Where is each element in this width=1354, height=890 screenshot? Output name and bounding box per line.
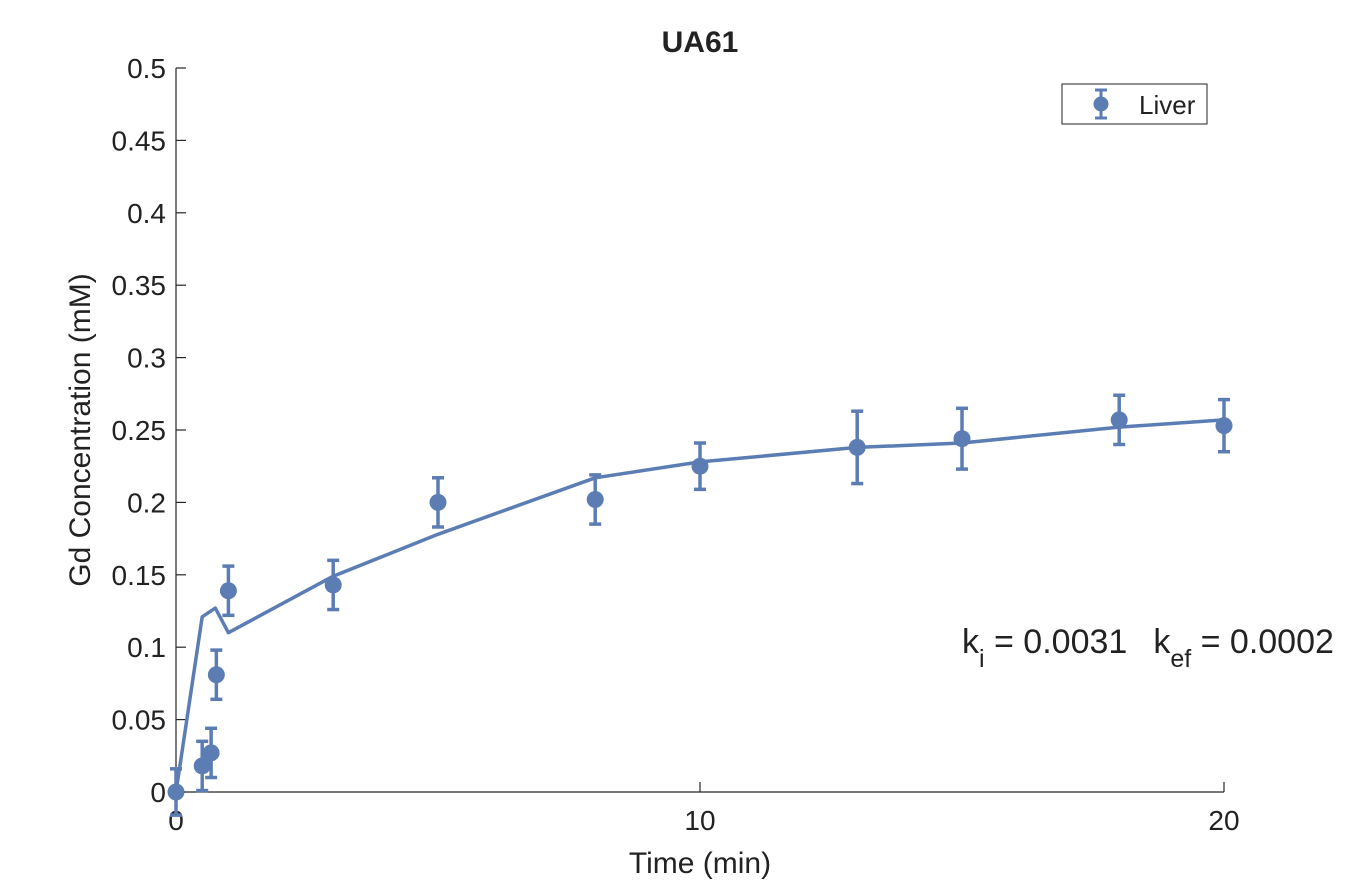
data-marker [207,666,225,684]
y-tick-label: 0 [150,777,166,808]
x-axis-label: Time (min) [629,847,771,880]
x-ticks: 0 10 20 [168,782,1240,836]
data-point [429,476,447,529]
data-marker [586,491,604,509]
data-point [324,558,342,612]
kef-value: = 0.0002 [1191,623,1334,661]
data-point [1110,393,1128,447]
ki-symbol: k [962,623,980,661]
data-marker [691,457,709,475]
fit-line [174,418,1225,793]
kef-subscript: ef [1170,645,1191,673]
legend: Liver [1061,83,1208,125]
chart-title: UA61 [662,26,739,59]
data-marker [202,744,220,762]
data-point [202,726,220,780]
kef-symbol: k [1153,623,1171,661]
rate-constants-annotation: ki = 0.0031 kef = 0.0002 [962,623,1334,673]
y-tick-label: 0.5 [127,53,166,84]
data-marker [848,438,866,456]
y-tick-label: 0.3 [127,343,166,374]
data-point [193,739,211,793]
data-point [691,441,709,492]
data-marker [193,757,211,775]
y-tick-label: 0.4 [127,198,166,229]
y-ticks: 0 0.05 0.1 0.15 0.2 0.25 0.3 0.35 0.4 0.45 0.5 [112,53,186,808]
data-marker [219,582,237,600]
y-tick-label: 0.2 [127,487,166,518]
y-axis-label: Gd Concentration (mM) [64,273,97,586]
data-marker [1215,417,1233,435]
data-marker [1110,411,1128,429]
y-tick-label: 0.45 [112,125,167,156]
data-marker [167,783,185,801]
y-tick-label: 0.25 [112,415,167,446]
ki-value: = 0.0031 [985,623,1128,661]
data-marker [429,493,447,511]
data-point [207,648,225,702]
data-point [219,564,237,618]
legend-label-liver: Liver [1139,90,1196,120]
data-marker [953,430,971,448]
y-tick-label: 0.05 [112,705,167,736]
ki-subscript: i [979,645,985,673]
data-point [953,406,971,471]
data-point [1215,397,1233,454]
data-point [167,767,185,817]
legend-box [1061,83,1208,125]
y-tick-label: 0.1 [127,632,166,663]
legend-marker [1093,88,1109,120]
data-point [848,409,866,486]
x-tick-label: 0 [168,805,184,836]
x-tick-label: 10 [684,805,715,836]
x-tick-label: 20 [1208,805,1239,836]
y-tick-label: 0.35 [112,270,167,301]
data-marker [324,576,342,594]
data-point [586,473,604,526]
plot-area [167,393,1233,817]
y-tick-label: 0.15 [112,560,167,591]
